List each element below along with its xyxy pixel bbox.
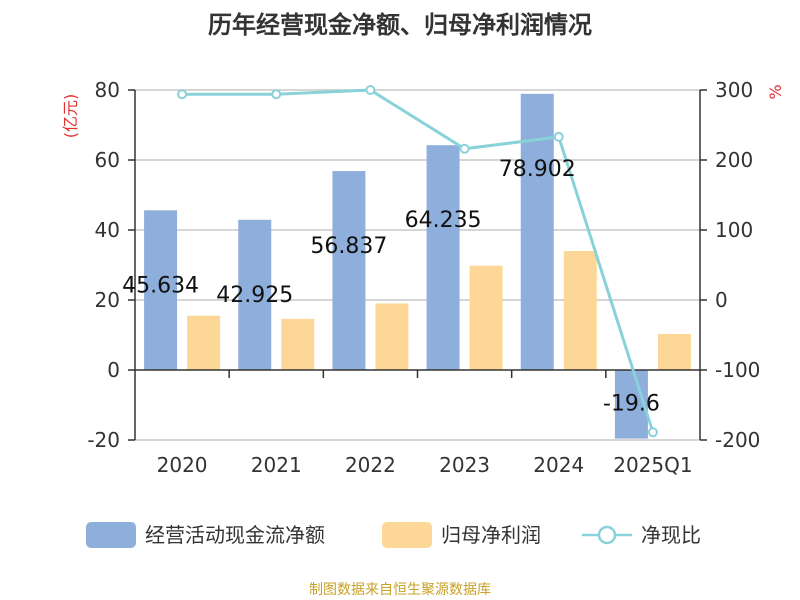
right-tick-label: 100 (715, 218, 753, 242)
category-label: 2021 (251, 453, 302, 477)
chart-title: 历年经营现金净额、归母净利润情况 (208, 11, 592, 39)
ratio-point (271, 89, 282, 100)
grid-lines (135, 89, 700, 441)
bar-cashflow (238, 219, 272, 370)
ratio-point (459, 143, 470, 154)
legend-label-ratio: 净现比 (641, 523, 701, 547)
bar-cashflow (332, 171, 366, 370)
left-tick-label: -20 (87, 428, 120, 452)
bar-profit (375, 303, 409, 370)
bars (144, 93, 691, 439)
cashflow-value-label: 56.837 (310, 234, 387, 259)
bar-profit (657, 333, 691, 370)
legend: 经营活动现金流净额 归母净利润 净现比 (86, 522, 701, 548)
cashflow-value-label: 78.902 (499, 157, 576, 182)
left-tick-label: 40 (95, 218, 120, 242)
category-label: 2023 (439, 453, 490, 477)
ratio-point (365, 85, 376, 95)
ratio-point (647, 427, 658, 438)
bar-profit (469, 265, 503, 370)
category-label: 2024 (533, 453, 584, 477)
category-label: 2022 (345, 453, 396, 477)
ratio-polyline (182, 88, 655, 433)
cashflow-value-label: -19.6 (603, 392, 660, 417)
right-axis-unit: % (766, 84, 785, 99)
right-tick-label: -100 (715, 358, 760, 382)
ratio-line (177, 85, 658, 438)
bar-cashflow (144, 210, 178, 370)
cashflow-value-label: 42.925 (216, 283, 293, 308)
bar-cashflow (520, 93, 554, 370)
right-tick-label: 300 (715, 78, 753, 102)
bar-profit (281, 318, 315, 370)
legend-label-cashflow: 经营活动现金流净额 (145, 523, 325, 547)
left-axis-unit: (亿元) (61, 94, 80, 139)
cashflow-value-label: 45.634 (122, 273, 199, 298)
right-tick-label: 200 (715, 148, 753, 172)
right-tick-label: 0 (715, 288, 728, 312)
category-label: 2025Q1 (613, 453, 692, 477)
data-labels: 45.634 42.925 56.837 64.235 78.902 -19.6 (122, 157, 660, 417)
legend-marker-ratio (597, 525, 617, 545)
right-tick-label: -200 (715, 428, 760, 452)
source-note: 制图数据来自恒生聚源数据库 (309, 582, 491, 598)
ratio-point (553, 131, 564, 142)
left-tick-label: 80 (95, 78, 120, 102)
bar-profit (187, 315, 221, 370)
bar-profit (563, 251, 597, 370)
bar-cashflow (426, 145, 460, 370)
left-tick-label: 60 (95, 148, 120, 172)
category-label: 2020 (157, 453, 208, 477)
left-tick-label: 20 (95, 288, 120, 312)
cashflow-value-label: 64.235 (405, 208, 482, 233)
legend-swatch-profit (382, 522, 432, 548)
left-tick-label: 0 (107, 358, 120, 382)
ratio-point (177, 89, 188, 100)
legend-swatch-cashflow (86, 522, 136, 548)
legend-label-profit: 归母净利润 (441, 523, 541, 547)
